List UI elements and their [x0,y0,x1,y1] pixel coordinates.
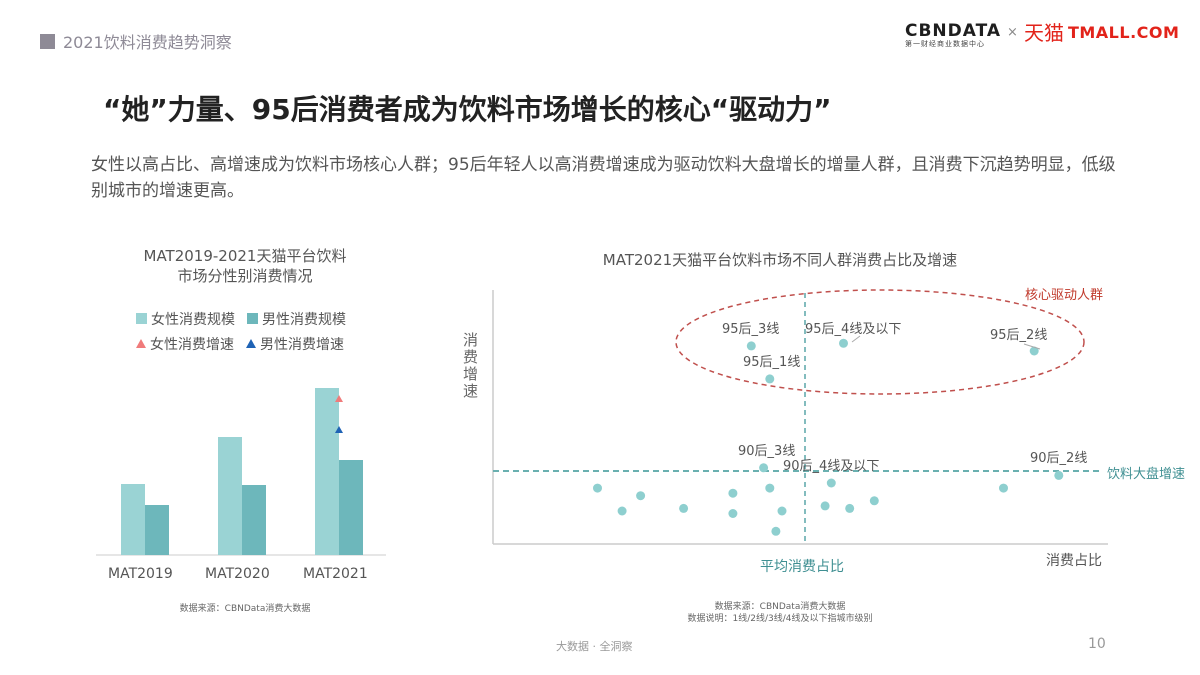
section-square-icon [40,33,55,49]
scatter-point [777,506,787,516]
bar-chart-title: MAT2019-2021天猫平台饮料 市场分性别消费情况 [100,246,390,286]
legend-item-female-scale: 女性消费规模 [136,309,235,329]
scatter-point [728,488,738,498]
scatter-point [617,506,627,516]
partner-logos: CBNDATA 第一财经商业数据中心 × 天猫 TMALL.COM [905,22,1179,49]
bar-male [242,485,266,555]
scatter-chart-title: MAT2021天猫平台饮料市场不同人群消费占比及增速 [602,251,958,269]
scatter-point [746,341,756,351]
point-label-90-3: 90后_3线 [738,444,796,459]
legend-item-female-growth: 女性消费增速 [136,334,234,354]
x-tick-mat2020: MAT2020 [205,566,270,582]
scatter-point [679,503,689,513]
bar-chart-title-line1: MAT2019-2021天猫平台饮料 [143,247,347,265]
footer-slogan: 大数据 · 全洞察 [556,640,633,653]
male-growth-marker-icon [335,426,343,433]
page-subtitle: 女性以高占比、高增速成为饮料市场核心人群；95后年轻人以高消费增速成为驱动饮料大… [91,155,1116,201]
bar-male [145,505,169,555]
female-growth-marker-icon [335,395,343,402]
scatter-point [765,374,775,384]
bar-female [218,437,242,555]
scatter-point [759,463,769,473]
y-axis-label: 消费增速 [463,331,479,400]
scatter-point [1054,470,1064,480]
point-label-95-3: 95后_3线 [722,322,780,337]
scatter-point [845,503,855,513]
scatter-chart-source: 数据来源：CBNData消费大数据 数据说明：1线/2线/3线/4线及以下指城市… [620,601,940,625]
core-group-label: 核心驱动人群 [1025,288,1104,303]
legend-swatch-icon [247,313,258,324]
avg-share-label: 平均消费占比 [760,559,844,575]
point-label-95-2: 95后_2线 [990,328,1048,343]
scatter-point [826,478,836,488]
scatter-point [1029,346,1039,356]
bar-chart-legend: 女性消费规模 男性消费规模 女性消费增速 男性消费增速 [136,306,346,356]
scatter-point [771,526,781,536]
core-group-ellipse [675,289,1085,395]
page-title: “她”力量、95后消费者成为饮料市场增长的核心“驱动力” [103,93,832,126]
legend-label: 男性消费增速 [260,336,344,353]
legend-label: 男性消费规模 [262,311,346,328]
tmall-logo-cn: 天猫 [1023,21,1064,45]
scatter-point [869,496,879,506]
market-growth-label: 饮料大盘增速 [1107,467,1186,482]
bar-chart-source: 数据来源：CBNData消费大数据 [179,604,311,614]
point-label-90-4: 90后_4线及以下 [783,459,880,474]
tmall-logo-en: TMALL.COM [1067,23,1180,42]
scatter-source-line: 数据来源：CBNData消费大数据 [714,602,846,612]
bar-female [121,484,145,555]
page-number: 10 [1088,636,1106,652]
leader-line [1023,343,1041,350]
scatter-point [820,501,830,511]
bar-female [315,388,339,555]
legend-item-male-growth: 男性消费增速 [246,334,344,354]
cbndata-logo: CBNDATA 第一财经商业数据中心 [905,22,1001,49]
x-tick-mat2021: MAT2021 [303,566,368,582]
legend-swatch-icon [136,313,147,324]
triangle-marker-icon [246,339,256,348]
logo-separator: × [1007,25,1018,40]
scatter-point [765,483,775,493]
legend-item-male-scale: 男性消费规模 [247,309,346,329]
scatter-point [728,509,738,518]
triangle-marker-icon [136,339,146,348]
scatter-note-line: 数据说明：1线/2线/3线/4线及以下指城市级别 [687,614,873,624]
cbndata-logo-text: CBNDATA [905,21,1002,41]
section-tag-label: 2021饮料消费趋势洞察 [63,33,232,52]
bar-male [339,460,363,555]
scatter-point [593,483,602,493]
bar-chart [96,388,386,556]
legend-label: 女性消费增速 [150,336,234,353]
bar-chart-title-line2: 市场分性别消费情况 [177,267,313,285]
x-tick-mat2019: MAT2019 [108,566,173,582]
scatter-point [636,491,646,501]
x-axis-label: 消费占比 [1046,553,1102,569]
point-label-90-2: 90后_2线 [1030,451,1088,466]
legend-label: 女性消费规模 [151,311,235,328]
point-label-95-1: 95后_1线 [743,355,801,370]
scatter-point [839,338,848,348]
scatter-points [593,338,1064,536]
point-label-95-4: 95后_4线及以下 [805,322,902,337]
tmall-logo: 天猫 TMALL.COM [1024,22,1179,44]
scatter-point [999,483,1008,493]
section-tag: 2021饮料消费趋势洞察 [40,29,232,53]
cbndata-logo-subtext: 第一财经商业数据中心 [905,40,985,48]
leader-line [851,335,861,343]
